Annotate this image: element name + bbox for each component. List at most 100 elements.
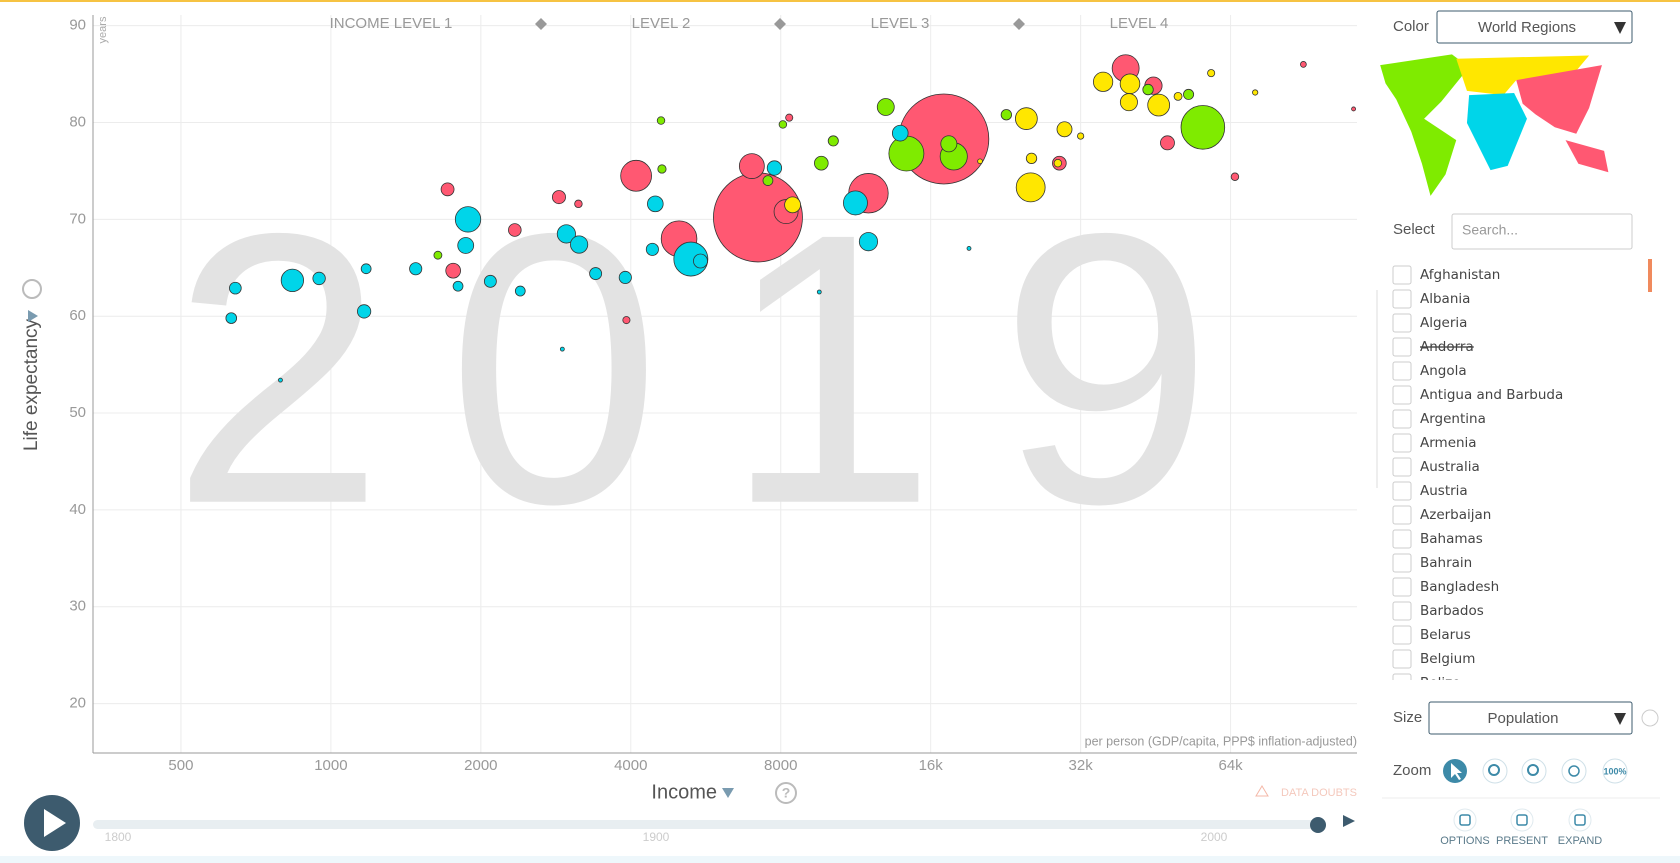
bubble[interactable]: [977, 158, 983, 165]
bubble[interactable]: [514, 285, 526, 297]
bubble[interactable]: [645, 242, 659, 256]
bubble[interactable]: [483, 274, 497, 288]
country-name[interactable]: Belarus: [1420, 627, 1471, 643]
checkbox[interactable]: [1392, 529, 1412, 549]
size-dropdown[interactable]: [1428, 701, 1633, 735]
bubble[interactable]: [843, 190, 868, 216]
pan[interactable]: [1561, 758, 1587, 784]
button-label[interactable]: PRESENT: [1496, 835, 1548, 847]
bubble[interactable]: [589, 267, 603, 281]
country-name[interactable]: Bahrain: [1420, 555, 1472, 571]
bubble[interactable]: [1119, 73, 1141, 95]
bubble[interactable]: [1053, 158, 1063, 168]
x-axis-dropdown[interactable]: [722, 788, 734, 798]
country-name[interactable]: Austria: [1420, 483, 1468, 499]
bubble[interactable]: [1173, 91, 1183, 101]
country-name[interactable]: Bangladesh: [1420, 579, 1499, 595]
checkbox[interactable]: [1392, 673, 1412, 692]
bubble[interactable]: [1025, 152, 1038, 164]
data-doubts[interactable]: DATA DOUBTS: [1281, 787, 1357, 799]
bubble[interactable]: [357, 304, 372, 319]
button-label[interactable]: OPTIONS: [1440, 835, 1490, 847]
button-icon[interactable]: [1568, 808, 1592, 832]
country-name[interactable]: Albania: [1420, 291, 1470, 307]
checkbox[interactable]: [1392, 289, 1412, 309]
bubble[interactable]: [574, 199, 583, 209]
search-box[interactable]: [1451, 213, 1633, 250]
bubble[interactable]: [693, 253, 708, 269]
country-name[interactable]: Belize: [1420, 675, 1460, 691]
list-scrollbar[interactable]: [1648, 259, 1652, 292]
bubble[interactable]: [559, 346, 565, 352]
bubble[interactable]: [784, 196, 801, 214]
timeline-end[interactable]: [1343, 815, 1355, 827]
bubble[interactable]: [454, 206, 482, 233]
color-dropdown[interactable]: [1436, 10, 1633, 44]
zoom-in[interactable]: [1482, 758, 1508, 784]
bubble[interactable]: [1015, 172, 1046, 203]
country-name[interactable]: Barbados: [1420, 603, 1484, 619]
bubble[interactable]: [1252, 89, 1259, 96]
bubble[interactable]: [1093, 71, 1114, 92]
country-name[interactable]: Algeria: [1420, 315, 1467, 331]
help-icon[interactable]: [775, 782, 797, 804]
bubble[interactable]: [312, 271, 326, 286]
country-name[interactable]: Belgium: [1420, 651, 1475, 667]
x-axis-label[interactable]: Income: [651, 781, 717, 803]
bubble[interactable]: [556, 224, 576, 244]
bubble[interactable]: [1351, 106, 1356, 112]
checkbox[interactable]: [1392, 313, 1412, 333]
zoom-out[interactable]: [1521, 758, 1547, 784]
bubble[interactable]: [827, 135, 839, 147]
bubble[interactable]: [762, 175, 774, 186]
bubble[interactable]: [1207, 69, 1216, 78]
country-name[interactable]: Bahamas: [1420, 531, 1483, 547]
timeline-handle[interactable]: [1310, 817, 1326, 833]
bubble[interactable]: [1147, 93, 1171, 117]
checkbox[interactable]: [1392, 505, 1412, 525]
bubble[interactable]: [891, 124, 909, 142]
bubble[interactable]: [229, 281, 242, 295]
size-help[interactable]: [1641, 709, 1659, 727]
country-name[interactable]: Argentina: [1420, 411, 1486, 427]
bubble[interactable]: [888, 135, 925, 172]
zoom-reset[interactable]: [1602, 758, 1628, 784]
y-info-icon[interactable]: [22, 279, 42, 299]
checkbox[interactable]: [1392, 649, 1412, 669]
map-europe[interactable]: [1456, 55, 1590, 96]
bubble[interactable]: [766, 160, 783, 176]
bubble[interactable]: [1183, 88, 1195, 100]
map-asia[interactable]: [1516, 65, 1609, 173]
y-axis-dropdown[interactable]: [28, 310, 38, 322]
bubble[interactable]: [457, 237, 475, 254]
checkbox[interactable]: [1392, 625, 1412, 645]
country-name[interactable]: Angola: [1420, 363, 1467, 379]
country-name[interactable]: Antigua and Barbuda: [1420, 387, 1563, 403]
checkbox[interactable]: [1392, 361, 1412, 381]
bubble[interactable]: [551, 190, 566, 205]
map-africa[interactable]: [1466, 92, 1527, 171]
bubble[interactable]: [1000, 109, 1013, 121]
bubble[interactable]: [858, 232, 879, 252]
country-name[interactable]: Afghanistan: [1420, 267, 1500, 283]
bubble[interactable]: [1056, 121, 1073, 138]
y-axis-label[interactable]: Life expectancy: [21, 318, 42, 451]
bubble[interactable]: [647, 195, 664, 213]
button-icon[interactable]: [1453, 808, 1477, 832]
bubble[interactable]: [966, 246, 972, 251]
bubble[interactable]: [876, 98, 895, 116]
bubble[interactable]: [409, 262, 423, 276]
bubble[interactable]: [813, 155, 829, 171]
bubble[interactable]: [618, 270, 632, 284]
checkbox[interactable]: [1392, 577, 1412, 597]
country-name[interactable]: Armenia: [1420, 435, 1477, 451]
bubble[interactable]: [452, 280, 464, 292]
bubble[interactable]: [738, 153, 765, 179]
checkbox[interactable]: [1392, 265, 1412, 285]
button-icon[interactable]: [1510, 808, 1534, 832]
bubble[interactable]: [778, 120, 788, 129]
checkbox[interactable]: [1392, 481, 1412, 501]
bubble[interactable]: [1119, 93, 1138, 112]
bubble[interactable]: [785, 113, 794, 122]
bubble[interactable]: [278, 377, 283, 383]
